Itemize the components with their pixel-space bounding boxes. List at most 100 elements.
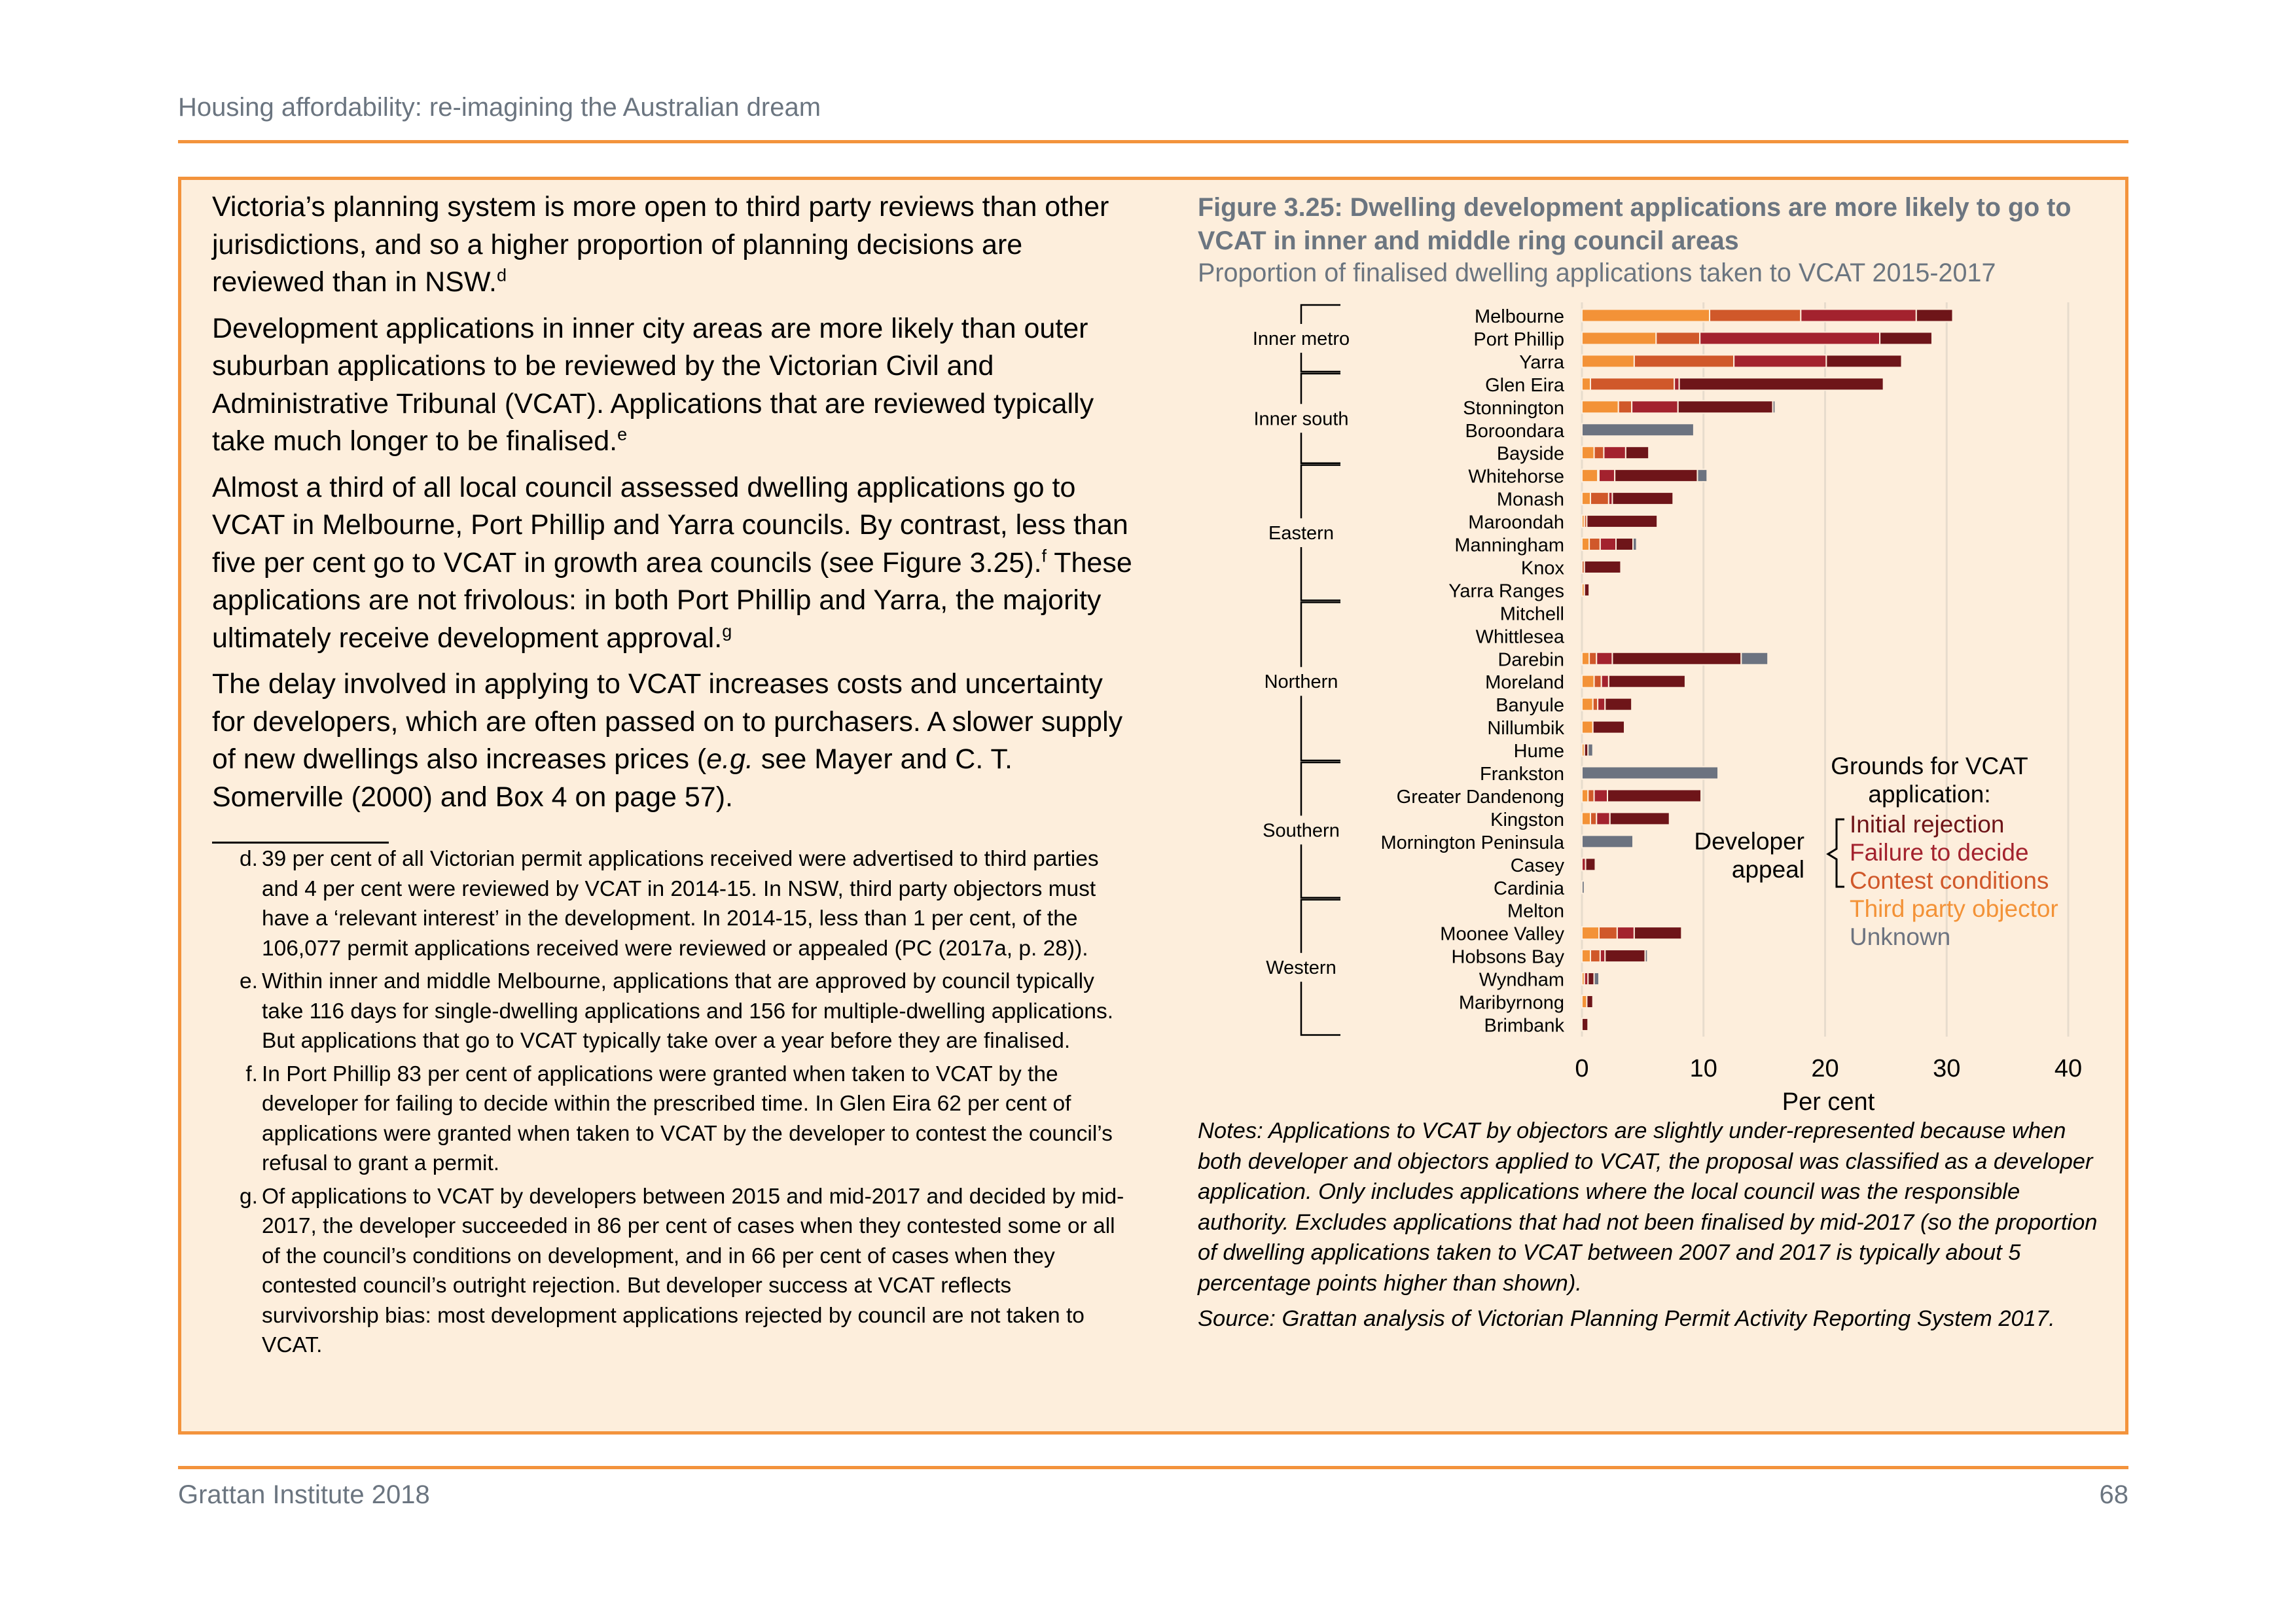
bar-segment — [1593, 789, 1609, 803]
bar-segment — [1699, 331, 1881, 346]
bar-segment — [1581, 674, 1595, 688]
footnote-text: Of applications to VCAT by developers be… — [262, 1184, 1124, 1358]
category-label: Manningham — [1454, 535, 1564, 556]
header-rule — [178, 140, 2128, 143]
bar-segment — [1597, 697, 1606, 711]
category-label: Maribyrnong — [1459, 993, 1564, 1014]
category-label: Yarra Ranges — [1448, 580, 1564, 601]
x-axis-label: Per cent — [1782, 1088, 1875, 1116]
category-label: Wyndham — [1479, 970, 1564, 991]
category-label: Kingston — [1490, 810, 1564, 830]
bar-segment — [1587, 972, 1595, 986]
bar-segment — [1581, 880, 1585, 895]
category-label: Moreland — [1485, 672, 1564, 693]
bar-segment — [1581, 949, 1592, 963]
paragraph-4-text-a: The delay involved in applying to VCAT i… — [212, 668, 1123, 775]
footnote-ref-g[interactable]: g — [722, 621, 732, 641]
category-label: Melbourne — [1475, 306, 1564, 327]
bar-segment — [1644, 949, 1649, 963]
category-label: Casey — [1511, 855, 1565, 876]
footnote-ref-e[interactable]: e — [617, 424, 628, 444]
bar-segment — [1772, 400, 1776, 414]
bar-segment — [1590, 491, 1609, 506]
bar-segment — [1677, 400, 1774, 414]
bar-segment — [1581, 308, 1711, 323]
footer-institute: Grattan Institute 2018 — [178, 1480, 430, 1509]
category-label: Mitchell — [1500, 603, 1564, 624]
legend-item: Failure to decide — [1850, 839, 2029, 866]
bar-segment — [1581, 834, 1634, 849]
bar-segment — [1740, 651, 1769, 666]
footnote-f: f. In Port Phillip 83 per cent of applica… — [229, 1060, 1132, 1179]
footnote-d: d. 39 per cent of all Victorian permit ap… — [229, 844, 1132, 963]
footnote-ref-f[interactable]: f — [1041, 546, 1047, 566]
bar-segment — [1583, 560, 1622, 574]
footnote-label: f. — [245, 1061, 258, 1086]
paragraph-3-text-a: Almost a third of all local council asse… — [212, 471, 1128, 579]
figure-notes: Notes: Applications to VCAT by objectors… — [1198, 1116, 2108, 1340]
footnote-label: d. — [240, 847, 258, 871]
bar-segment — [1581, 651, 1590, 666]
bar-segment — [1631, 400, 1679, 414]
paragraph-1: Victoria’s planning system is more open … — [212, 188, 1141, 302]
category-label: Brimbank — [1484, 1015, 1565, 1036]
x-tick-label: 40 — [2054, 1055, 2082, 1082]
footer-rule — [178, 1466, 2128, 1469]
group-label: Inner south — [1253, 408, 1348, 429]
bar-segment — [1583, 582, 1590, 597]
group-label: Western — [1266, 957, 1336, 978]
bar-segment — [1593, 972, 1600, 986]
footnote-ref-d[interactable]: d — [496, 265, 507, 285]
bar-segment — [1581, 789, 1589, 803]
paragraph-1-text: Victoria’s planning system is more open … — [212, 191, 1109, 298]
x-tick-label: 20 — [1811, 1055, 1839, 1082]
group-label: Inner metro — [1253, 329, 1350, 349]
bar-segment — [1581, 995, 1588, 1008]
x-tick-label: 30 — [1933, 1055, 1960, 1082]
group-bracket — [1300, 601, 1340, 762]
bar-segment — [1587, 743, 1594, 757]
paragraph-3-text-b: These applications are not frivolous: in… — [212, 546, 1132, 654]
category-label: Cardinia — [1494, 878, 1565, 899]
paragraph-4-eg: e.g. — [706, 743, 753, 775]
footnote-label: e. — [240, 969, 258, 993]
bar-segment — [1616, 926, 1635, 940]
footnote-e: e. Within inner and middle Melbourne, app… — [229, 967, 1132, 1056]
paragraph-4: The delay involved in applying to VCAT i… — [212, 666, 1141, 816]
bar-segment — [1581, 400, 1619, 414]
bar-segment — [1581, 812, 1592, 826]
category-label: Whittlesea — [1476, 626, 1565, 647]
category-label: Melton — [1507, 901, 1564, 922]
bar-segment — [1581, 446, 1595, 460]
bar-segment — [1588, 537, 1601, 551]
bar-segment — [1581, 720, 1594, 734]
category-label: Maroondah — [1468, 512, 1564, 533]
bar-segment — [1593, 446, 1605, 460]
group-label: Eastern — [1268, 523, 1334, 544]
category-label: Mornington Peninsula — [1380, 832, 1564, 853]
bar-segment — [1614, 469, 1698, 483]
category-label: Moonee Valley — [1440, 924, 1564, 945]
legend-item: Third party objector — [1850, 895, 2058, 922]
bar-segment — [1581, 469, 1599, 483]
group-bracket — [1300, 464, 1340, 601]
category-label: Boroondara — [1465, 421, 1564, 442]
bar-segment — [1590, 812, 1598, 826]
category-label: Monash — [1497, 490, 1564, 510]
category-label: Hume — [1514, 741, 1564, 762]
paragraph-3: Almost a third of all local council asse… — [212, 469, 1141, 658]
figure-title: Figure 3.25: Dwelling development applic… — [1198, 193, 2072, 255]
legend-item: Unknown — [1850, 923, 1950, 950]
legend-title: application: — [1868, 781, 1990, 808]
bar-segment — [1615, 537, 1634, 551]
paragraph-2-text: Development applications in inner city a… — [212, 312, 1094, 457]
bar-segment — [1609, 812, 1670, 826]
bar-segment — [1581, 423, 1695, 437]
x-tick-label: 10 — [1690, 1055, 1717, 1082]
group-bracket — [1300, 899, 1340, 1036]
bar-segment — [1581, 354, 1635, 368]
bar-segment — [1600, 674, 1609, 688]
bar-segment — [1599, 537, 1617, 551]
bar-segment — [1588, 651, 1598, 666]
bar-segment — [1632, 537, 1638, 551]
